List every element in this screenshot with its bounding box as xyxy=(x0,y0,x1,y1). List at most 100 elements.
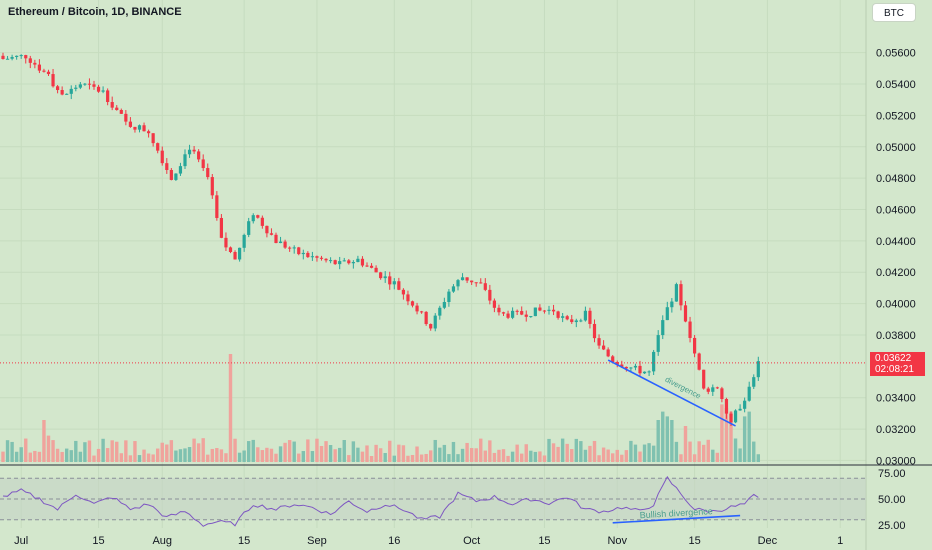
volume-bar xyxy=(661,411,665,462)
candle-body xyxy=(579,320,583,322)
y-axis: 0.05600 0.05400 0.05200 0.05000 0.04800 0.046… xyxy=(876,48,916,532)
volume-bar xyxy=(165,444,169,462)
volume-bar xyxy=(306,439,310,462)
volume-bar xyxy=(310,451,315,462)
candle-body xyxy=(233,252,237,260)
candle-body xyxy=(583,310,587,321)
volume-bar xyxy=(492,452,497,462)
candle-body xyxy=(374,267,378,273)
candle-body xyxy=(724,399,729,414)
volume-bar xyxy=(401,445,406,462)
volume-bar xyxy=(242,450,246,462)
candle-body xyxy=(538,307,542,311)
volume-bar xyxy=(479,438,483,462)
volume-bar xyxy=(124,440,128,462)
volume-bar xyxy=(510,451,515,462)
candle-body xyxy=(78,84,82,88)
candle-body xyxy=(697,353,701,370)
volume-bar xyxy=(679,454,683,462)
candle-body xyxy=(602,345,606,350)
candle-body xyxy=(197,151,201,160)
volume-bar xyxy=(756,454,760,462)
candle-body xyxy=(187,149,192,155)
candle-body xyxy=(101,90,105,92)
volume-bar xyxy=(287,440,292,462)
volume-bar xyxy=(192,438,196,462)
volume-bar xyxy=(297,453,301,462)
candle-body xyxy=(424,311,428,325)
volume-bar xyxy=(706,439,710,462)
volume-bar xyxy=(269,448,274,462)
candle-body xyxy=(133,126,137,130)
volume-bar xyxy=(265,447,269,462)
candle-body xyxy=(347,260,351,264)
candle-body xyxy=(356,258,360,263)
candle-body xyxy=(383,276,387,279)
candle-body xyxy=(256,215,260,218)
volume-bar xyxy=(547,438,551,462)
volume-bar xyxy=(620,454,624,462)
candle-body xyxy=(661,320,665,336)
x-tick-label: Aug xyxy=(152,535,172,547)
candle-body xyxy=(106,90,110,103)
candle-body xyxy=(620,364,624,367)
candle-body xyxy=(656,335,660,352)
y-tick-label: 0.05600 xyxy=(876,48,916,60)
candle-body xyxy=(561,316,565,318)
volume-bar xyxy=(647,443,651,462)
candle-body xyxy=(19,55,23,57)
last-price-value: 0.03622 xyxy=(875,353,912,364)
volume-bar xyxy=(665,416,669,462)
volume-bar xyxy=(483,450,487,462)
rsi-tick-label: 75.00 xyxy=(878,468,906,480)
candle-body xyxy=(292,247,296,249)
volume-bar xyxy=(597,455,601,462)
volume-bar xyxy=(342,440,346,462)
candle-body xyxy=(210,177,214,196)
candle-body xyxy=(488,289,492,301)
candle-body xyxy=(242,234,246,248)
candle-body xyxy=(592,323,597,339)
candle-body xyxy=(115,107,119,111)
candle-body xyxy=(169,169,173,180)
divergence-label-rsi: Bullish divergence xyxy=(639,506,713,520)
volume-bar xyxy=(101,438,105,462)
currency-button[interactable]: BTC xyxy=(872,3,916,22)
chart-title: Ethereum / Bitcoin, 1D, BINANCE xyxy=(8,6,182,18)
candle-body xyxy=(215,195,219,218)
volume-bar xyxy=(283,442,287,462)
x-tick-label: 15 xyxy=(92,535,104,547)
candle-body xyxy=(1,55,5,60)
volume-bar xyxy=(533,451,538,462)
candle-body xyxy=(743,400,747,409)
rsi-line xyxy=(2,475,759,527)
volume-bar xyxy=(347,455,351,462)
candle-body xyxy=(379,272,383,279)
volume-bar xyxy=(178,449,183,462)
candle-body xyxy=(738,408,742,411)
x-axis: Jul 15 Aug 15 Sep 16 Oct 15 Nov 15 Dec 1 xyxy=(14,535,843,547)
volume-bar xyxy=(410,454,415,462)
volume-bar xyxy=(224,453,228,462)
volume-bar xyxy=(433,439,437,462)
x-tick-label: Jul xyxy=(14,535,28,547)
candle-body xyxy=(297,247,301,255)
volume-bar xyxy=(515,444,519,462)
volume-bar xyxy=(419,454,424,462)
candle-body xyxy=(360,258,365,266)
rsi-tick-label: 50.00 xyxy=(878,494,906,506)
volume-bar xyxy=(752,441,756,462)
volume-bar xyxy=(228,354,233,462)
volume-bar xyxy=(83,442,87,462)
candle-body xyxy=(124,113,128,122)
candle-body xyxy=(351,262,355,264)
volume-bar xyxy=(447,454,451,462)
volume-bar xyxy=(574,438,578,462)
candle-body xyxy=(447,291,451,303)
candle-body xyxy=(460,277,465,281)
volume-bar xyxy=(338,447,342,462)
volume-bar xyxy=(724,408,729,462)
candle-body xyxy=(638,365,642,374)
